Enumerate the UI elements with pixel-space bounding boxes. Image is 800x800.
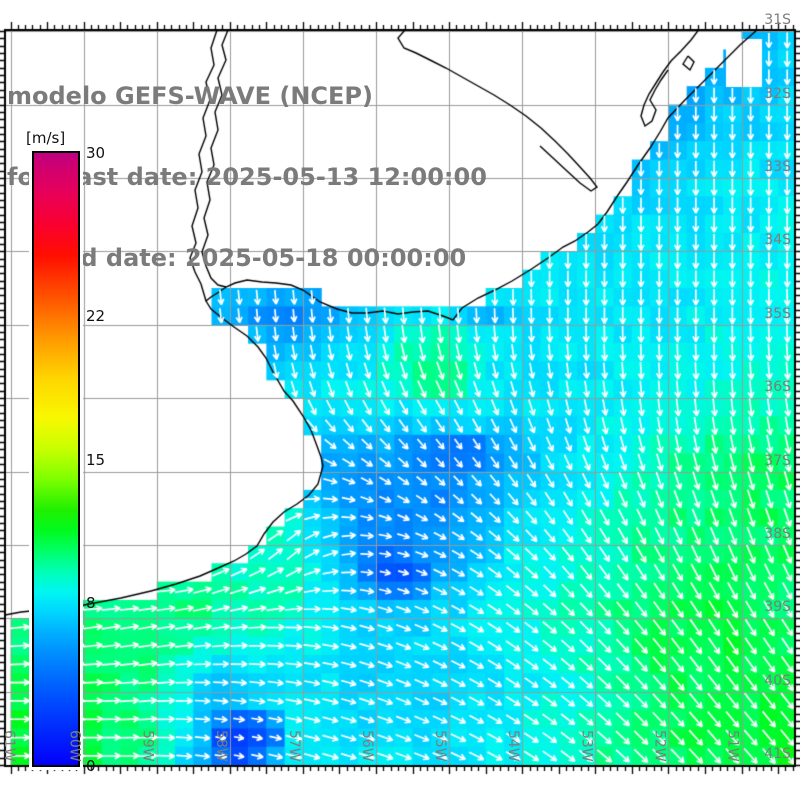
lon-label: 52W bbox=[651, 730, 668, 762]
lon-label: 56W bbox=[359, 730, 375, 762]
lat-label: 32S bbox=[764, 85, 791, 102]
lon-label: 61W bbox=[1, 730, 17, 762]
lat-label: 37S bbox=[764, 452, 791, 469]
lat-label: 34S bbox=[764, 232, 791, 249]
lon-label: 60W bbox=[66, 730, 83, 762]
colorbar-tick-label: 30 bbox=[86, 144, 106, 162]
lat-label: 33S bbox=[764, 158, 791, 175]
lon-label: 51W bbox=[724, 730, 741, 762]
lat-label: 39S bbox=[764, 599, 791, 616]
colorbar-gradient bbox=[32, 151, 80, 767]
colorbar-tick-label: 8 bbox=[86, 593, 96, 612]
lat-label: 36S bbox=[764, 379, 791, 396]
lon-label: 55W bbox=[432, 730, 449, 762]
lon-label: 57W bbox=[285, 730, 302, 762]
model-title: modelo GEFS-WAVE (NCEP) bbox=[7, 82, 373, 110]
lon-label: 54W bbox=[505, 730, 522, 762]
colorbar-tick-label: 22 bbox=[86, 307, 106, 326]
colorbar-tick-label: 15 bbox=[86, 450, 106, 469]
lat-label: 40S bbox=[764, 672, 791, 689]
colorbar-unit-label: [m/s] bbox=[26, 129, 66, 147]
lat-label: 38S bbox=[764, 525, 791, 542]
lon-label: 53W bbox=[578, 730, 595, 762]
lat-label: 31S bbox=[764, 12, 791, 29]
lon-label: 58W bbox=[212, 730, 229, 762]
lat-label: 41S bbox=[764, 746, 791, 763]
lon-label: 59W bbox=[139, 730, 156, 762]
lat-label: 35S bbox=[764, 305, 791, 322]
colorbar-tick-label: 0 bbox=[86, 757, 96, 775]
